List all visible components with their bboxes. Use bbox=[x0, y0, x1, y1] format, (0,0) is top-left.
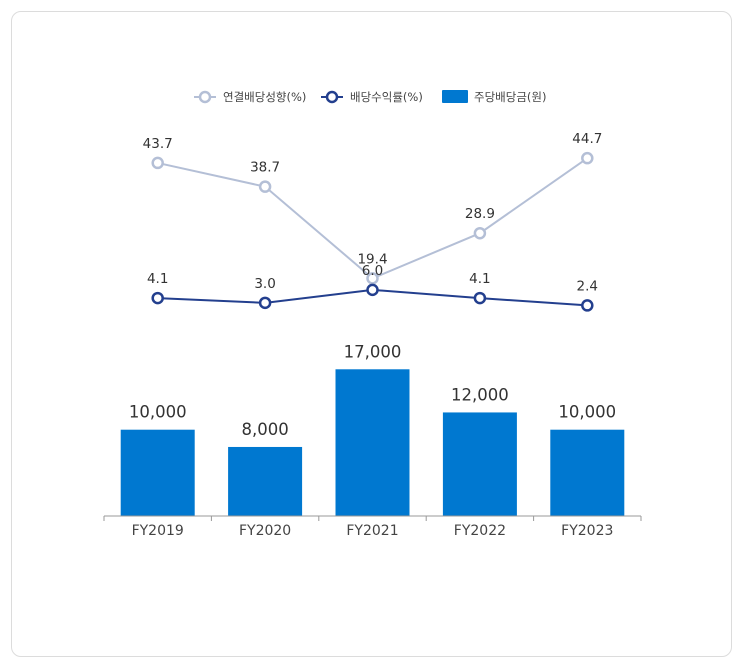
bars-layer: 10,000 8,000 17,000 12,000 10,000 bbox=[120, 342, 625, 516]
payout-point[interactable] bbox=[258, 180, 272, 193]
legend: 연결배당성향(%) 배당수익률(%) 주당배당금(원) bbox=[194, 90, 546, 104]
x-tick-label: FY2020 bbox=[239, 523, 291, 539]
legend-label-dps: 주당배당금(원) bbox=[474, 90, 546, 104]
legend-label-payout: 연결배당성향(%) bbox=[223, 90, 306, 104]
dps-bar[interactable] bbox=[442, 412, 517, 516]
payout-point[interactable] bbox=[581, 151, 594, 165]
payout-value-label: 43.7 bbox=[143, 136, 173, 152]
yield-point[interactable] bbox=[151, 291, 164, 305]
dps-value-label: 10,000 bbox=[558, 403, 616, 422]
dps-value-label: 12,000 bbox=[451, 385, 509, 404]
payout-value-label: 19.4 bbox=[357, 251, 387, 267]
yield-point[interactable] bbox=[581, 299, 594, 312]
x-tick-label: FY2022 bbox=[454, 523, 506, 539]
yield-value-label: 6.0 bbox=[362, 263, 383, 279]
dps-bar[interactable] bbox=[120, 429, 195, 516]
lines-layer: 43.7 38.7 19.4 28.9 44.7 4.1 3.0 6.0 4.1 2.4 bbox=[143, 131, 602, 312]
dps-value-label: 17,000 bbox=[344, 342, 402, 361]
x-axis: FY2019 FY2020 FY2021 FY2022 FY2023 bbox=[103, 515, 642, 539]
dps-value-label: 10,000 bbox=[129, 403, 187, 422]
x-tick-label: FY2021 bbox=[346, 523, 398, 539]
yield-value-label: 4.1 bbox=[469, 271, 490, 287]
payout-point[interactable] bbox=[473, 226, 487, 240]
payout-value-label: 38.7 bbox=[250, 160, 280, 176]
legend-item-dps[interactable]: 주당배당금(원) bbox=[442, 90, 546, 104]
legend-item-payout[interactable]: 연결배당성향(%) bbox=[194, 90, 306, 104]
yield-value-label: 4.1 bbox=[147, 271, 168, 287]
dps-bar[interactable] bbox=[550, 429, 625, 516]
yield-point[interactable] bbox=[258, 296, 272, 310]
legend-item-yield[interactable]: 배당수익률(%) bbox=[321, 90, 423, 104]
payout-value-label: 28.9 bbox=[465, 206, 495, 222]
payout-point[interactable] bbox=[366, 272, 379, 285]
yield-point[interactable] bbox=[473, 291, 487, 305]
payout-point[interactable] bbox=[151, 156, 164, 170]
payout-value-label: 44.7 bbox=[572, 131, 602, 147]
chart-card bbox=[11, 11, 732, 657]
yield-value-label: 2.4 bbox=[577, 278, 598, 294]
yield-value-label: 3.0 bbox=[254, 276, 275, 292]
dps-bar[interactable] bbox=[335, 369, 410, 516]
dps-bar[interactable] bbox=[228, 446, 303, 516]
dps-value-label: 8,000 bbox=[241, 420, 288, 439]
yield-point[interactable] bbox=[366, 283, 379, 297]
x-tick-label: FY2023 bbox=[561, 523, 613, 539]
legend-label-yield: 배당수익률(%) bbox=[350, 90, 423, 104]
x-tick-label: FY2019 bbox=[132, 523, 184, 539]
